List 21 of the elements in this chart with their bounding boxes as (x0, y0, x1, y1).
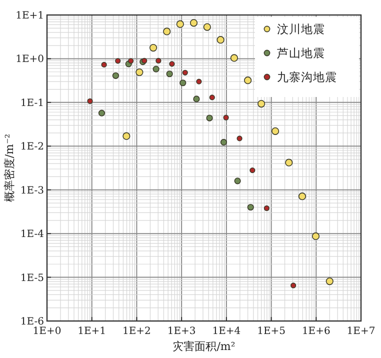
y-tick-label: 1E-4 (20, 229, 44, 240)
y-tick-label: 1E+1 (16, 10, 44, 22)
y-tick-label: 1E-3 (20, 185, 44, 196)
x-tick-label: 1E+1 (78, 326, 106, 337)
y-tick-label: 1E-6 (20, 316, 44, 328)
x-axis-title: 灾害面积/m² (172, 340, 236, 353)
legend-label: 汶川地震 (277, 22, 325, 36)
y-tick-label: 1E-2 (20, 142, 44, 153)
y-tick-label: 1E-5 (20, 272, 44, 284)
y-tick-label: 1E+0 (16, 54, 44, 66)
legend-label: 九寨沟地震 (277, 70, 337, 84)
x-tick-label: 1E+3 (167, 326, 196, 337)
x-tick-label: 1E+4 (212, 326, 241, 337)
x-tick-label: 1E+5 (257, 326, 286, 337)
x-tick-label: 1E+7 (346, 326, 376, 337)
x-tick-label: 1E+6 (302, 326, 330, 337)
x-tick-label: 1E+2 (122, 326, 151, 337)
x-tick-label: 1E+0 (32, 326, 62, 337)
y-tick-label: 1E-1 (20, 98, 44, 109)
y-axis-title: 概率密度/m⁻² (3, 134, 16, 202)
legend-label: 芦山地震 (277, 46, 325, 60)
